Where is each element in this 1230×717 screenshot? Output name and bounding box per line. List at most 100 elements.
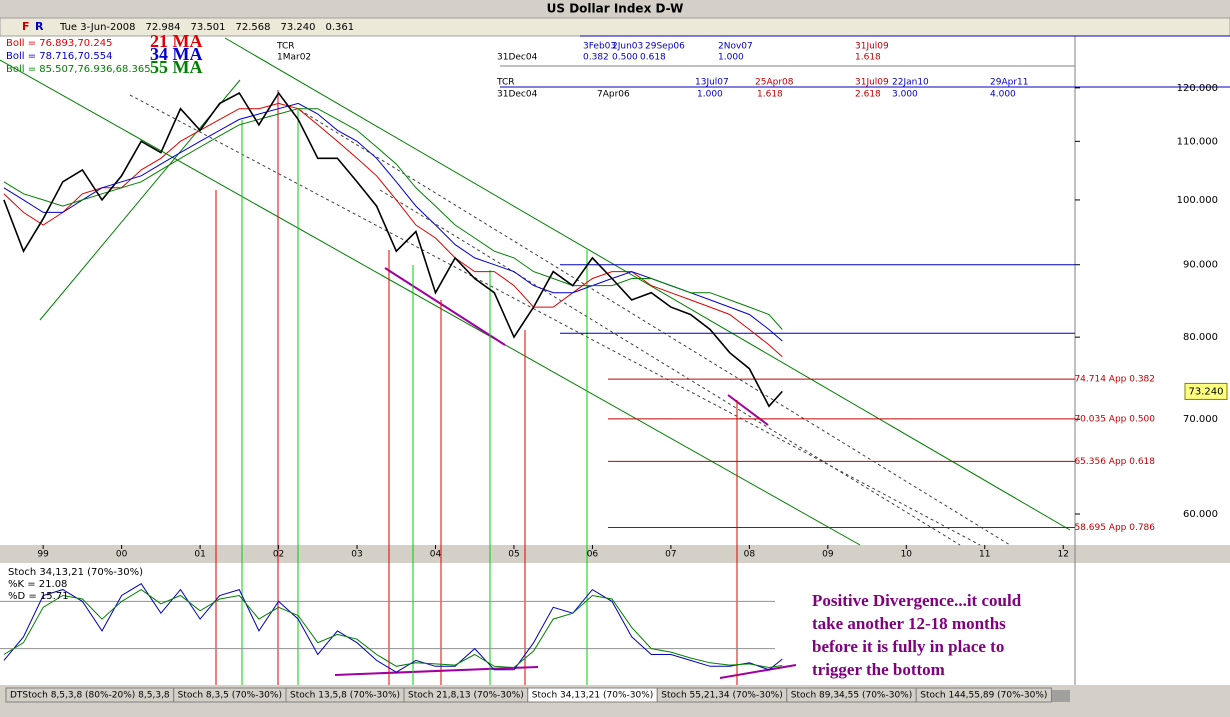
cycle-label: 31Dec04 bbox=[497, 90, 538, 100]
cycle-label: 0.382 bbox=[583, 53, 609, 63]
x-tick-label: 09 bbox=[822, 550, 834, 560]
retracement-label: 58.695 App 0.786 bbox=[1074, 523, 1155, 533]
stoch-title: Stoch 34,13,21 (70%-30%) bbox=[8, 567, 143, 578]
cycle-label: 29Sep06 bbox=[645, 42, 685, 52]
price-line bbox=[3, 91, 783, 408]
retracement-label: 70.035 App 0.500 bbox=[1074, 414, 1155, 424]
channel bbox=[379, 189, 961, 546]
button[interactable]: R bbox=[35, 20, 44, 33]
y-tick-label: 90.000 bbox=[1183, 260, 1218, 271]
header-field: 73.501 bbox=[190, 22, 225, 33]
x-tick-label: 04 bbox=[430, 550, 442, 560]
tab[interactable]: Stoch 13,5,8 (70%-30%) bbox=[285, 687, 405, 703]
tab[interactable]: Stoch 55,21,34 (70%-30%) bbox=[656, 687, 788, 703]
tab-label: DTStoch 8,5,3,8 (80%-20%) 8,5,3,8 bbox=[10, 691, 170, 701]
channel bbox=[0, 59, 861, 546]
series-line bbox=[3, 583, 783, 673]
cycle-label: 31Dec04 bbox=[497, 53, 538, 63]
tab[interactable]: Stoch 89,34,55 (70%-30%) bbox=[786, 687, 917, 703]
y-tick-label: 100.000 bbox=[1177, 195, 1218, 206]
y-tick-label: 60.000 bbox=[1183, 509, 1218, 520]
retracement-label: 65.356 App 0.618 bbox=[1074, 457, 1155, 467]
legend-ma: 21 MA bbox=[150, 31, 203, 51]
header-field: 73.240 bbox=[280, 22, 315, 33]
cycle-label: 1.000 bbox=[697, 90, 723, 100]
stoch-panel bbox=[0, 563, 1230, 685]
annotation: before it is fully in place to bbox=[812, 637, 1004, 656]
tab-bg bbox=[915, 687, 1052, 703]
x-tick-label: 03 bbox=[351, 550, 362, 560]
channel bbox=[224, 37, 1071, 531]
x-tick-label: 10 bbox=[901, 550, 913, 560]
x-tick-label: 00 bbox=[116, 550, 128, 560]
series-line bbox=[3, 108, 783, 330]
tab[interactable]: DTStoch 8,5,3,8 (80%-20%) 8,5,3,8 bbox=[5, 687, 175, 703]
cycle-label: 2Nov07 bbox=[718, 42, 753, 52]
cycle-label: 31Jul09 bbox=[855, 42, 889, 52]
cycle-label: 1.000 bbox=[718, 53, 744, 63]
tab[interactable]: Stoch 34,13,21 (70%-30%) bbox=[527, 687, 658, 703]
tab[interactable]: Stoch 8,3,5 (70%-30%) bbox=[173, 687, 287, 703]
annotation: trigger the bottom bbox=[812, 660, 945, 679]
divergence-line bbox=[334, 666, 539, 676]
divergence-line bbox=[719, 664, 797, 679]
y-tick-label: 110.000 bbox=[1177, 136, 1218, 147]
y-tick-label: 70.000 bbox=[1183, 414, 1218, 425]
annotation: Positive Divergence...it could bbox=[812, 591, 1022, 610]
retracement-label: 74.714 App 0.382 bbox=[1074, 375, 1155, 385]
tab[interactable]: Stoch 21,8,13 (70%-30%) bbox=[403, 687, 529, 703]
stoch-legend: %K = 21.08 bbox=[8, 579, 67, 590]
x-tick-label: 07 bbox=[665, 550, 676, 560]
x-tick-label: 08 bbox=[744, 550, 756, 560]
channel bbox=[299, 109, 1011, 546]
cycle-label: 3.000 bbox=[892, 90, 918, 100]
cycle-label: 1.618 bbox=[855, 53, 881, 63]
window-title: US Dollar Index D-W bbox=[547, 2, 684, 16]
tab-label: Stoch 144,55,89 (70%-30%) bbox=[920, 691, 1047, 701]
x-tick-label: 11 bbox=[979, 550, 990, 560]
x-tick-label: 12 bbox=[1058, 550, 1069, 560]
y-tick-label: 80.000 bbox=[1183, 332, 1218, 343]
cycle-label: 22Jan10 bbox=[892, 78, 929, 88]
tab[interactable]: Stoch 144,55,89 (70%-30%) bbox=[915, 687, 1052, 703]
cycle-label: 31Jul09 bbox=[855, 78, 889, 88]
header-field: Tue 3-Jun-2008 bbox=[59, 22, 135, 33]
cycle-label: 1.618 bbox=[757, 90, 783, 100]
header-field: 72.984 bbox=[145, 22, 180, 33]
x-tick-label: 02 bbox=[273, 550, 284, 560]
tab-label: Stoch 13,5,8 (70%-30%) bbox=[290, 691, 400, 701]
legend-ma: 55 MA bbox=[150, 57, 203, 77]
cycle-verticals bbox=[215, 90, 738, 685]
cycle-label: 0.618 bbox=[640, 53, 666, 63]
cycle-label: 29Apr11 bbox=[990, 78, 1028, 88]
channel bbox=[129, 94, 981, 546]
divergence-line bbox=[384, 267, 506, 346]
y-tick-label: 120.000 bbox=[1177, 83, 1218, 94]
header-field: 72.568 bbox=[235, 22, 270, 33]
x-tick-label: 05 bbox=[508, 550, 519, 560]
x-tick-label: 99 bbox=[37, 550, 49, 560]
cycle-label: 3Feb03 bbox=[583, 42, 616, 52]
legend-ma: 34 MA bbox=[150, 44, 203, 64]
tab-label: Stoch 21,8,13 (70%-30%) bbox=[408, 691, 524, 701]
cycle-label: 2Jun03 bbox=[612, 42, 643, 52]
legend-boll: Boll = 85.507,76.936,68.365 bbox=[6, 64, 151, 75]
x-tick-label: 01 bbox=[194, 550, 205, 560]
legend-boll: Boll = 76.893,70.245 bbox=[6, 38, 112, 49]
cycle-label: 13Jul07 bbox=[695, 78, 729, 88]
legend-boll: Boll = 78.716,70.554 bbox=[6, 51, 112, 62]
cycle-label: 2.618 bbox=[855, 90, 881, 100]
cycle-label: 1Mar02 bbox=[277, 53, 311, 63]
button[interactable]: F bbox=[22, 20, 30, 33]
cycle-label: TCR bbox=[276, 42, 295, 52]
last-price-label: 73.240 bbox=[1189, 386, 1224, 397]
divergence-line bbox=[727, 394, 769, 426]
tab-label: Stoch 55,21,34 (70%-30%) bbox=[661, 691, 782, 701]
annotation: take another 12-18 months bbox=[812, 614, 1006, 633]
cycle-label: 25Apr08 bbox=[755, 78, 794, 88]
stoch-legend: %D = 15.71 bbox=[8, 591, 69, 602]
x-tick-label: 06 bbox=[587, 550, 599, 560]
tab-label: Stoch 34,13,21 (70%-30%) bbox=[532, 691, 653, 701]
scroll-button[interactable] bbox=[1050, 690, 1070, 702]
cycle-label: 7Apr06 bbox=[597, 90, 630, 100]
